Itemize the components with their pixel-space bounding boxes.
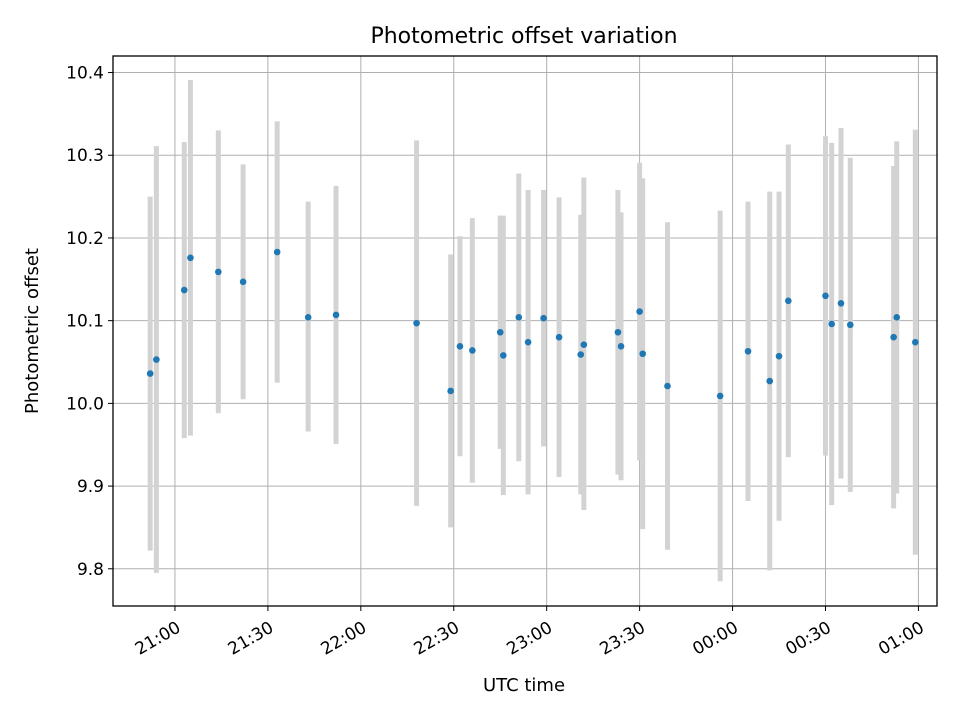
data-point: [524, 338, 532, 346]
data-point: [580, 341, 588, 348]
data-point: [515, 314, 523, 321]
y-tick-label: 10.4: [66, 64, 104, 84]
y-tick-label: 9.8: [77, 560, 104, 580]
data-point: [180, 286, 188, 294]
chart-title: Photometric offset variation: [370, 24, 677, 49]
y-tick-label: 10.1: [66, 312, 104, 332]
data-point: [766, 377, 774, 385]
data-point: [500, 352, 507, 359]
data-point: [846, 321, 854, 329]
data-point: [893, 314, 901, 321]
data-point: [775, 352, 783, 360]
data-point: [716, 392, 724, 400]
plot-area-frame: [112, 55, 938, 607]
data-point: [555, 333, 563, 341]
data-point: [215, 268, 222, 276]
y-axis-ticks: 9.8 9.9 10.0 10.1 10.2 10.3 10.4: [66, 64, 113, 580]
data-point: [785, 297, 792, 305]
data-point: [146, 370, 154, 377]
data-point: [496, 328, 504, 336]
data-point: [304, 314, 312, 321]
data-point: [617, 343, 625, 350]
data-point: [837, 299, 845, 307]
data-point: [153, 356, 160, 363]
data-point: [744, 347, 752, 355]
data-point: [239, 278, 247, 286]
y-tick-label: 10.3: [66, 146, 104, 166]
data-point: [828, 320, 835, 328]
data-point: [822, 292, 829, 300]
data-point: [614, 328, 622, 336]
y-axis-label: Photometric offset: [22, 248, 43, 414]
data-point: [577, 351, 585, 358]
data-point: [456, 343, 464, 350]
data-point: [664, 382, 671, 390]
data-point: [469, 347, 476, 354]
data-point: [636, 308, 643, 315]
x-axis-label: UTC time: [483, 675, 565, 696]
data-point: [413, 319, 420, 327]
data-point: [639, 350, 647, 358]
data-point: [332, 311, 340, 319]
data-point: [187, 254, 194, 262]
data-point: [540, 314, 547, 322]
data-point: [447, 387, 454, 395]
data-points: [146, 248, 919, 400]
y-tick-label: 10.0: [66, 394, 104, 414]
data-point: [273, 248, 281, 256]
data-point: [912, 338, 919, 346]
data-point: [890, 333, 897, 341]
y-tick-label: 9.9: [77, 477, 104, 497]
y-tick-label: 10.2: [66, 229, 104, 249]
